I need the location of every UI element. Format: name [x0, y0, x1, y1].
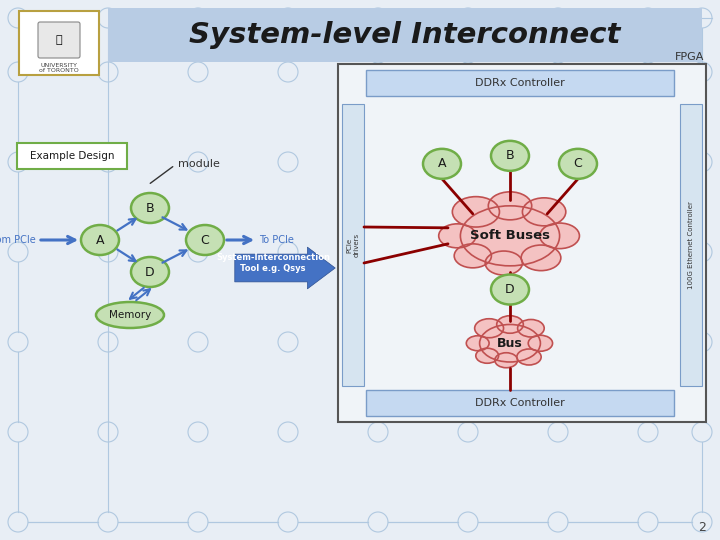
Ellipse shape	[485, 251, 523, 275]
Text: D: D	[145, 266, 155, 279]
FancyArrowPatch shape	[235, 247, 336, 289]
FancyBboxPatch shape	[17, 143, 127, 169]
Text: To PCIe: To PCIe	[259, 235, 294, 245]
Ellipse shape	[497, 316, 523, 333]
Ellipse shape	[523, 198, 566, 226]
FancyBboxPatch shape	[19, 11, 99, 75]
Text: System-level Interconnect: System-level Interconnect	[189, 21, 621, 49]
Text: B: B	[145, 201, 154, 214]
Text: UNIVERSITY
of TORONTO: UNIVERSITY of TORONTO	[39, 63, 79, 73]
Ellipse shape	[521, 245, 561, 271]
Text: DDRx Controller: DDRx Controller	[475, 398, 565, 408]
Ellipse shape	[495, 353, 518, 368]
Ellipse shape	[518, 320, 544, 337]
Ellipse shape	[131, 193, 169, 223]
Text: Bus: Bus	[497, 337, 523, 350]
Text: B: B	[505, 150, 514, 163]
Text: A: A	[438, 157, 446, 170]
Ellipse shape	[559, 149, 597, 179]
Text: 🏛: 🏛	[55, 35, 63, 45]
FancyBboxPatch shape	[366, 70, 674, 96]
Ellipse shape	[423, 149, 461, 179]
Ellipse shape	[528, 335, 552, 351]
Text: FPGA: FPGA	[675, 52, 704, 62]
Ellipse shape	[491, 274, 529, 305]
Text: A: A	[96, 233, 104, 246]
Text: D: D	[505, 283, 515, 296]
Ellipse shape	[131, 257, 169, 287]
FancyBboxPatch shape	[38, 22, 80, 58]
Ellipse shape	[491, 141, 529, 171]
Text: C: C	[201, 233, 210, 246]
Text: 100G Ethernet Controller: 100G Ethernet Controller	[688, 201, 694, 289]
Ellipse shape	[480, 325, 541, 362]
FancyBboxPatch shape	[338, 64, 706, 422]
Ellipse shape	[452, 197, 500, 227]
Ellipse shape	[488, 192, 531, 220]
Ellipse shape	[476, 348, 498, 363]
Ellipse shape	[186, 225, 224, 255]
Text: C: C	[574, 157, 582, 170]
Ellipse shape	[438, 224, 476, 248]
Ellipse shape	[540, 223, 580, 248]
Text: DDRx Controller: DDRx Controller	[475, 78, 565, 88]
Ellipse shape	[517, 349, 541, 365]
Text: From PCIe: From PCIe	[0, 235, 36, 245]
FancyBboxPatch shape	[680, 104, 702, 386]
Text: PCIe
drivers: PCIe drivers	[346, 233, 359, 257]
Text: System-Interconnection
Tool e.g. Qsys: System-Interconnection Tool e.g. Qsys	[216, 253, 330, 273]
FancyBboxPatch shape	[342, 104, 364, 386]
Text: Memory: Memory	[109, 310, 151, 320]
FancyBboxPatch shape	[108, 8, 702, 62]
Ellipse shape	[474, 319, 503, 338]
Ellipse shape	[96, 302, 164, 328]
Text: 2: 2	[698, 521, 706, 534]
Ellipse shape	[467, 336, 489, 351]
Text: Soft Buses: Soft Buses	[470, 230, 550, 242]
Ellipse shape	[81, 225, 119, 255]
Ellipse shape	[454, 244, 492, 268]
Text: module: module	[178, 159, 220, 169]
Ellipse shape	[460, 206, 559, 266]
FancyBboxPatch shape	[366, 390, 674, 416]
Text: Example Design: Example Design	[30, 151, 114, 161]
